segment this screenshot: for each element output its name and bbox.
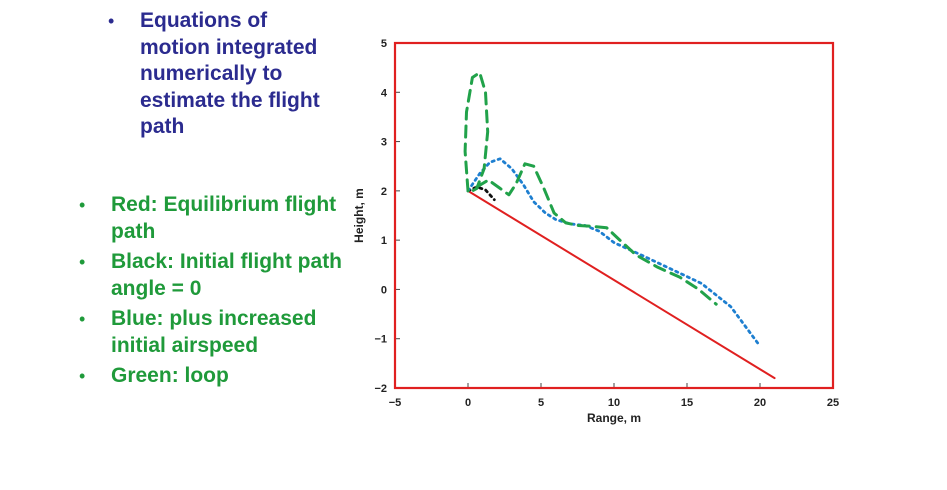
x-tick-label: 0 — [465, 397, 471, 409]
bullet-dot-icon: • — [108, 11, 115, 31]
bullet-text: Blue: plus increased initial airspeed — [111, 307, 317, 357]
plot-frame — [393, 41, 835, 390]
bullet-dot-icon: • — [79, 366, 86, 386]
top-bullet-list: • Equations of motion integrated numeric… — [108, 8, 340, 141]
bullet-text: Red: Equilibrium flight path — [111, 193, 337, 243]
y-tick-label: −1 — [374, 334, 387, 346]
bullet-item-black: • Black: Initial flight path angle = 0 — [79, 249, 346, 302]
green-flight-path-line — [463, 71, 718, 306]
bullet-text: Black: Initial flight path angle = 0 — [111, 250, 343, 300]
bullet-item-equations: • Equations of motion integrated numeric… — [108, 8, 340, 141]
flight-path-chart: −5 0 5 10 15 20 25 −2 −1 0 1 2 3 4 5 Range, m Height, … — [352, 38, 839, 425]
bullet-item-blue: • Blue: plus increased initial airspeed — [79, 306, 346, 359]
bullet-dot-icon: • — [79, 252, 86, 272]
x-tick-label: 20 — [754, 397, 766, 409]
y-tick-label: 4 — [381, 87, 388, 99]
bullet-item-green: • Green: loop — [79, 363, 346, 390]
x-tick-label: −5 — [389, 397, 402, 409]
series-layer — [463, 71, 776, 380]
bullet-dot-icon: • — [79, 195, 86, 215]
x-axis-label: Range, m — [587, 411, 641, 425]
plot-area — [395, 43, 833, 388]
bullet-text: Equations of motion integrated numerical… — [140, 9, 320, 138]
x-tick-label: 25 — [827, 397, 839, 409]
y-tick-label: 5 — [381, 38, 387, 50]
x-tick-label: 10 — [608, 397, 620, 409]
y-tick-label: −2 — [374, 383, 387, 395]
red-flight-path-line — [467, 189, 776, 380]
y-tick-label: 2 — [381, 186, 387, 198]
y-tick-label: 1 — [381, 235, 387, 247]
bullet-dot-icon: • — [79, 309, 86, 329]
y-axis-label: Height, m — [352, 188, 366, 243]
bullet-text: Green: loop — [111, 364, 229, 387]
y-tick-label: 3 — [381, 137, 387, 149]
x-tick-label: 15 — [681, 397, 693, 409]
legend-bullet-list: • Red: Equilibrium flight path • Black: … — [79, 192, 346, 394]
x-tick-label: 5 — [538, 397, 544, 409]
y-tick-label: 0 — [381, 284, 387, 296]
black-flight-path-line — [466, 185, 496, 202]
bullet-item-red: • Red: Equilibrium flight path — [79, 192, 346, 245]
